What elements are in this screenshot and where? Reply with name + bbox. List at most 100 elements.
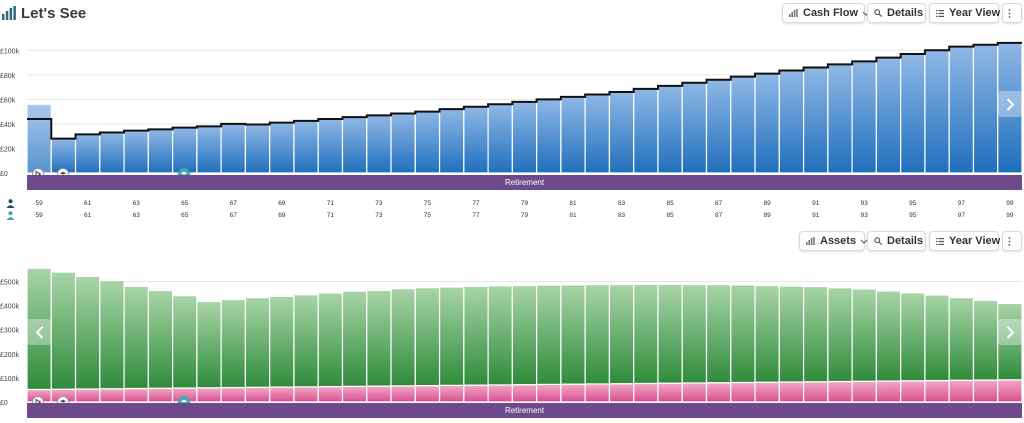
cashflow-bar[interactable] [99,131,125,174]
more-options-button[interactable] [1002,3,1022,23]
cashflow-bar[interactable] [366,114,392,174]
property-asset-bar[interactable] [997,379,1023,403]
property-asset-bar[interactable] [220,386,247,403]
investment-asset-bar[interactable] [147,289,174,389]
investment-asset-bar[interactable] [681,283,708,384]
property-asset-bar[interactable] [366,385,392,403]
property-asset-bar[interactable] [754,381,780,403]
investment-asset-bar[interactable] [99,279,125,390]
chart-type-dropdown[interactable]: Cash Flow [782,3,870,23]
investment-asset-bar[interactable] [924,294,950,382]
investment-asset-bar[interactable] [50,271,77,390]
property-asset-bar[interactable] [657,382,683,403]
cashflow-bar[interactable] [754,72,780,174]
cashflow-bar[interactable] [463,106,489,174]
property-asset-bar[interactable] [511,384,538,403]
cashflow-bar[interactable] [657,85,683,174]
property-asset-bar[interactable] [269,386,295,403]
property-asset-bar[interactable] [827,380,853,403]
property-asset-bar[interactable] [196,387,222,403]
details-button[interactable]: Details [867,3,926,23]
investment-asset-bar[interactable] [511,284,538,386]
property-asset-bar[interactable] [972,379,999,403]
investment-asset-bar[interactable] [438,286,465,386]
property-asset-bar[interactable] [536,383,562,403]
property-asset-bar[interactable] [244,386,271,403]
cashflow-bar[interactable] [681,82,708,174]
investment-asset-bar[interactable] [317,292,344,388]
chart-type-dropdown[interactable]: Assets [799,231,868,251]
property-asset-bar[interactable] [123,387,149,403]
property-asset-bar[interactable] [463,384,489,403]
cashflow-bar[interactable] [293,120,319,174]
investment-asset-bar[interactable] [366,289,392,387]
cashflow-bar[interactable] [196,125,222,174]
cashflow-bar[interactable] [74,133,101,174]
property-asset-bar[interactable] [317,385,344,403]
investment-asset-bar[interactable] [220,298,247,389]
investment-asset-bar[interactable] [754,284,780,383]
investment-asset-bar[interactable] [851,288,877,382]
investment-asset-bar[interactable] [414,287,441,387]
cashflow-bar[interactable] [778,69,805,174]
investment-asset-bar[interactable] [584,283,611,385]
investment-asset-bar[interactable] [608,283,635,385]
cashflow-bar[interactable] [705,79,732,174]
investment-asset-bar[interactable] [487,285,513,386]
cashflow-bar[interactable] [172,126,198,174]
property-asset-bar[interactable] [633,382,659,403]
property-asset-bar[interactable] [560,383,586,403]
cashflow-bar[interactable] [875,57,902,174]
next-arrow-button[interactable] [998,319,1022,345]
investment-asset-bar[interactable] [172,295,198,389]
cashflow-bar[interactable] [584,93,611,174]
property-asset-bar[interactable] [147,387,174,403]
cashflow-bar[interactable] [730,76,756,174]
cashflow-bar[interactable] [608,91,635,174]
investment-asset-bar[interactable] [730,284,756,384]
investment-asset-bar[interactable] [560,284,586,385]
property-asset-bar[interactable] [438,384,465,403]
property-asset-bar[interactable] [341,385,368,403]
cashflow-bar[interactable] [147,128,174,174]
prev-arrow-button[interactable] [27,319,51,345]
investment-asset-bar[interactable] [123,285,149,390]
investment-asset-bar[interactable] [997,302,1023,381]
investment-asset-bar[interactable] [875,290,902,382]
cashflow-bar[interactable] [487,103,513,174]
investment-asset-bar[interactable] [341,290,368,387]
investment-asset-bar[interactable] [390,288,416,387]
investment-asset-bar[interactable] [74,275,101,390]
property-asset-bar[interactable] [584,383,611,403]
cashflow-bar[interactable] [341,116,368,174]
investment-asset-bar[interactable] [196,300,222,389]
investment-asset-bar[interactable] [293,294,319,388]
cashflow-bar[interactable] [390,112,416,174]
property-asset-bar[interactable] [705,382,732,403]
cashflow-bar[interactable] [924,49,950,174]
investment-asset-bar[interactable] [948,297,975,381]
year-view-button[interactable]: Year View [929,3,1000,23]
cashflow-bar[interactable] [511,101,538,174]
property-asset-bar[interactable] [948,379,975,403]
details-button[interactable]: Details [867,231,926,251]
property-asset-bar[interactable] [99,388,125,403]
investment-asset-bar[interactable] [463,285,489,386]
investment-asset-bar[interactable] [244,297,271,388]
cashflow-bar[interactable] [560,96,586,174]
more-options-button[interactable] [1002,231,1022,251]
investment-asset-bar[interactable] [900,292,926,382]
cashflow-bar[interactable] [414,111,441,174]
investment-asset-bar[interactable] [633,283,659,385]
cashflow-bar[interactable] [244,123,271,174]
property-asset-bar[interactable] [293,386,319,403]
property-asset-bar[interactable] [875,380,902,403]
investment-asset-bar[interactable] [802,285,829,383]
property-asset-bar[interactable] [487,384,513,403]
cashflow-bar[interactable] [220,123,247,174]
investment-asset-bar[interactable] [536,284,562,386]
cashflow-bar[interactable] [317,118,344,174]
cashflow-bar[interactable] [438,108,465,174]
property-asset-bar[interactable] [900,380,926,403]
property-asset-bar[interactable] [608,383,635,403]
